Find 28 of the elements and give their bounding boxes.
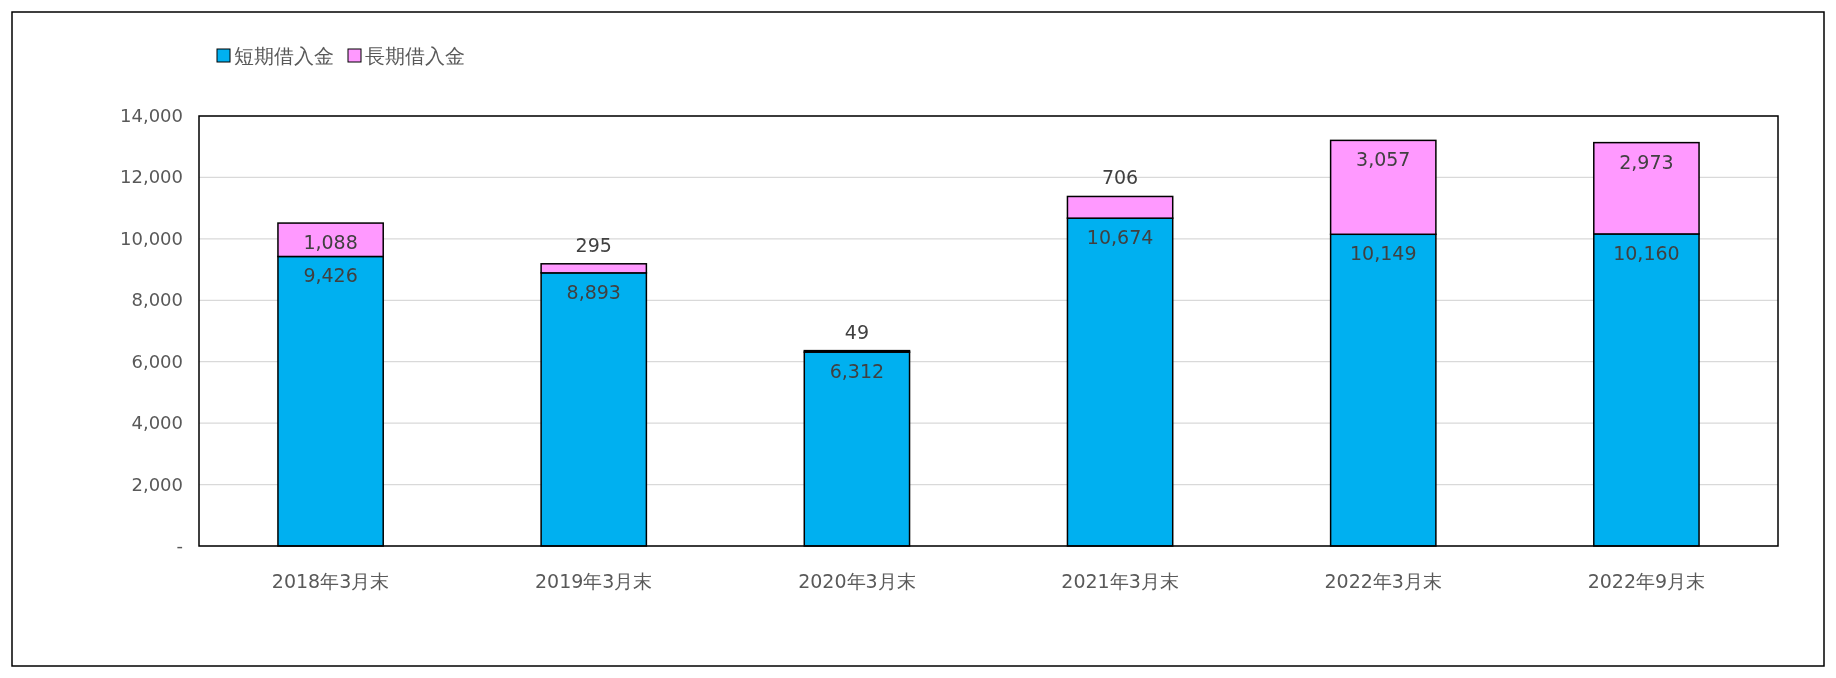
data-label: 8,893 [566,280,621,303]
x-tick-label: 2020年3月末 [798,570,916,592]
data-label: 2,973 [1619,150,1674,173]
data-label: 10,674 [1086,226,1154,249]
x-tick-label: 2019年3月末 [535,570,653,592]
x-tick-label: 2018年3月末 [271,570,390,592]
data-label: 49 [844,320,870,343]
x-tick-label: 2022年9月末 [1587,570,1706,592]
y-tick-label: - [176,535,183,556]
data-label: 3,057 [1356,148,1411,171]
x-tick-label: 2021年3月末 [1061,570,1179,592]
data-label: 10,149 [1350,242,1417,265]
data-label: 9,426 [303,264,358,287]
data-label: 10,160 [1613,241,1680,264]
data-label: 1,088 [303,231,358,254]
y-tick-label: 6,000 [131,350,183,372]
data-label: 6,312 [829,360,885,383]
y-tick-label: 4,000 [131,412,183,434]
y-tick-label: 12,000 [120,166,183,188]
y-tick-label: 14,000 [120,105,183,126]
data-label: 706 [1101,166,1139,189]
legend-label: 長期借入金 [365,44,465,68]
data-label: 295 [575,233,612,256]
legend-label: 短期借入金 [234,44,334,68]
x-tick-label: 2022年3月末 [1324,570,1442,592]
y-tick-label: 8,000 [131,289,183,311]
y-tick-label: 2,000 [131,473,183,495]
y-tick-label: 10,000 [120,227,183,249]
